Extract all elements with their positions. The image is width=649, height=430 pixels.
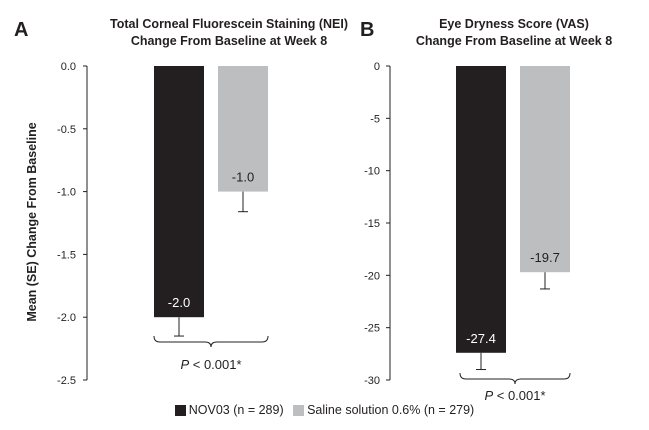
panel-a-y-tick-label: -1.5 xyxy=(57,249,76,261)
panel-b-y-tick-label: 0 xyxy=(374,61,380,73)
legend-label-saline: Saline solution 0.6% (n = 279) xyxy=(307,403,475,417)
panel-a-y-tick-label: -0.5 xyxy=(57,124,76,136)
legend-swatch-nov03 xyxy=(174,404,186,416)
legend-swatch-saline xyxy=(293,404,305,416)
panel-b-value-label: -19.7 xyxy=(530,250,560,265)
panel-a-title-line-2: Change From Baseline at Week 8 xyxy=(131,34,327,48)
panel-b-value-label: -27.4 xyxy=(466,331,496,346)
legend-label-nov03: NOV03 (n = 289) xyxy=(188,403,284,417)
panel-b-title-line-1: Eye Dryness Score (VAS) xyxy=(439,17,589,31)
panel-b-y-tick-label: -10 xyxy=(364,166,380,178)
panel-b-y-tick-label: -20 xyxy=(364,270,380,282)
panel-b-letter: B xyxy=(360,19,374,41)
legend-item-nov03: NOV03 (n = 289) xyxy=(174,403,284,417)
panel-b-y-tick-label: -30 xyxy=(364,375,380,387)
legend: NOV03 (n = 289) Saline solution 0.6% (n … xyxy=(0,403,649,419)
panel-a-bar-saline xyxy=(218,66,268,192)
panel-b-y-tick-label: -15 xyxy=(364,218,380,230)
panel-b-y-tick-label: -25 xyxy=(364,323,380,335)
panel-b-significance-bracket xyxy=(459,372,571,385)
panel-b-y-tick-label: -5 xyxy=(370,113,380,125)
panel-a-y-tick-label: -2.0 xyxy=(57,312,76,324)
panel-a-value-label: -2.0 xyxy=(168,295,190,310)
panel-a-letter: A xyxy=(14,19,28,41)
panel-b-p-value: P < 0.001* xyxy=(484,388,545,403)
panel-b-bar-nov03 xyxy=(456,66,506,353)
panel-a-p-value: P < 0.001* xyxy=(180,357,241,372)
panel-b-title-line-2: Change From Baseline at Week 8 xyxy=(416,34,612,48)
y-axis-label: Mean (SE) Change From Baseline xyxy=(25,122,39,321)
panel-b-bar-saline xyxy=(520,66,570,273)
panel-a-y-tick-label: 0.0 xyxy=(61,61,76,73)
panel-a-significance-bracket xyxy=(153,335,269,348)
panel-a-value-label: -1.0 xyxy=(232,170,254,185)
panel-a-bar-nov03 xyxy=(154,66,204,318)
panel-a-y-tick-label: -1.0 xyxy=(57,187,76,199)
panel-b-chart: B Eye Dryness Score (VAS) Change From Base… xyxy=(360,17,612,403)
panel-a-chart: A Total Corneal Fluorescein Staining (NEI… xyxy=(14,17,348,387)
panel-a-y-tick-label: -2.5 xyxy=(57,375,76,387)
panel-a-title-line-1: Total Corneal Fluorescein Staining (NEI) xyxy=(110,17,348,31)
legend-item-saline: Saline solution 0.6% (n = 279) xyxy=(293,403,474,417)
